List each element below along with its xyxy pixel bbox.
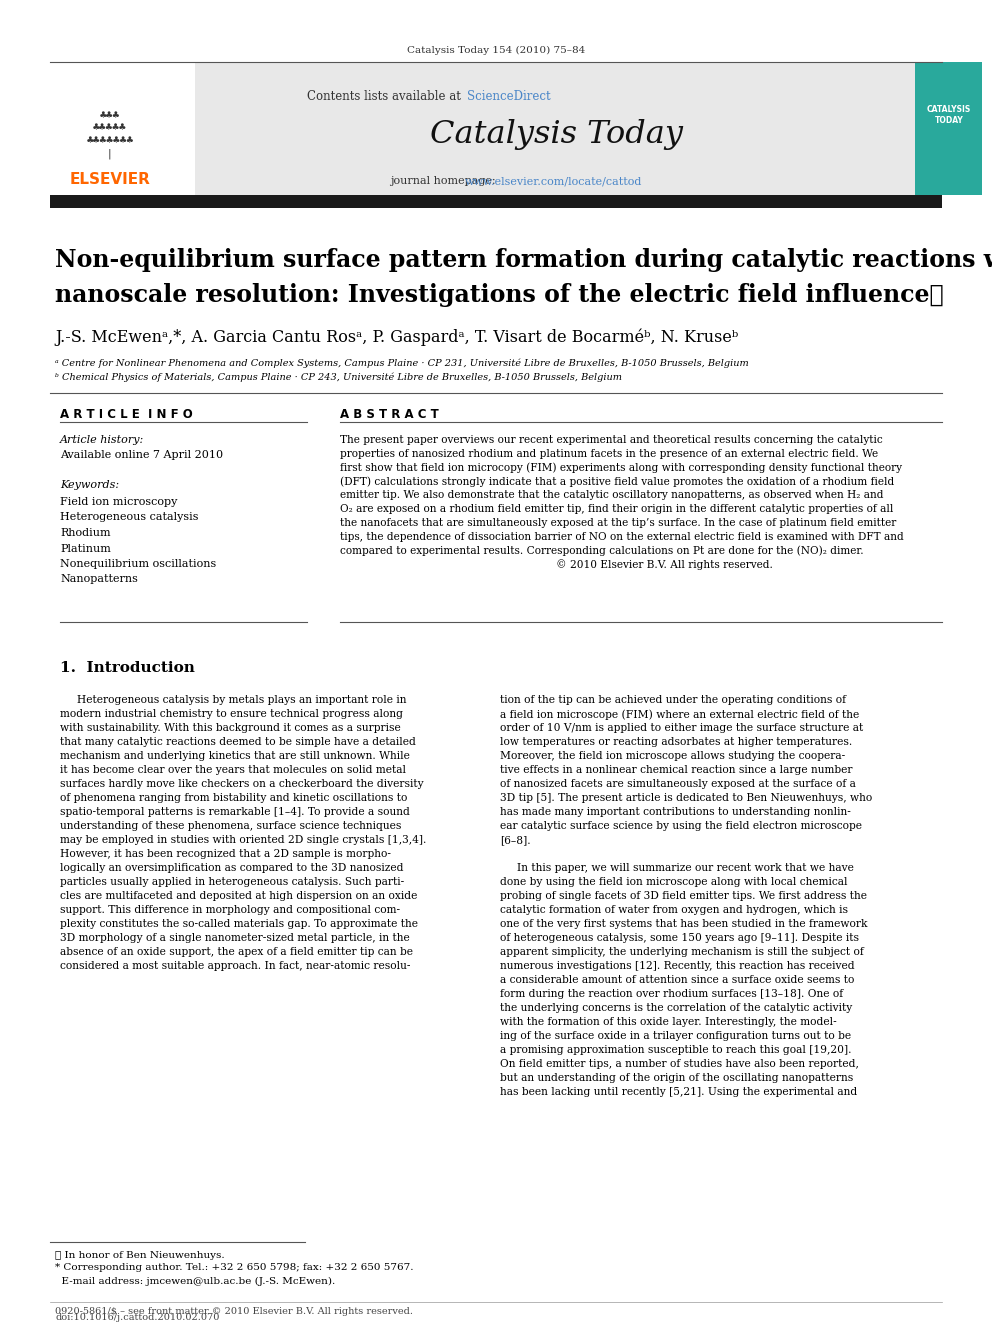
Text: low temperatures or reacting adsorbates at higher temperatures.: low temperatures or reacting adsorbates … (500, 737, 852, 747)
Text: Heterogeneous catalysis by metals plays an important role in: Heterogeneous catalysis by metals plays … (60, 695, 407, 705)
Text: Nonequilibrium oscillations: Nonequilibrium oscillations (60, 560, 216, 569)
Bar (195, 62, 915, 194)
Text: Catalysis Today: Catalysis Today (431, 119, 683, 151)
Text: numerous investigations [12]. Recently, this reaction has received: numerous investigations [12]. Recently, … (500, 960, 855, 971)
Text: properties of nanosized rhodium and platinum facets in the presence of an extern: properties of nanosized rhodium and plat… (340, 448, 878, 459)
Text: with the formation of this oxide layer. Interestingly, the model-: with the formation of this oxide layer. … (500, 1017, 836, 1027)
Text: ScienceDirect: ScienceDirect (467, 90, 551, 103)
Text: nanoscale resolution: Investigations of the electric field influence★: nanoscale resolution: Investigations of … (55, 283, 943, 307)
Text: 3D morphology of a single nanometer-sized metal particle, in the: 3D morphology of a single nanometer-size… (60, 933, 410, 943)
Text: understanding of these phenomena, surface science techniques: understanding of these phenomena, surfac… (60, 822, 402, 831)
Text: with sustainability. With this background it comes as a surprise: with sustainability. With this backgroun… (60, 722, 401, 733)
Text: [6–8].: [6–8]. (500, 835, 531, 845)
Text: Platinum: Platinum (60, 544, 111, 553)
Text: one of the very first systems that has been studied in the framework: one of the very first systems that has b… (500, 919, 867, 929)
Text: tips, the dependence of dissociation barrier of NO on the external electric fiel: tips, the dependence of dissociation bar… (340, 532, 904, 541)
Text: that many catalytic reactions deemed to be simple have a detailed: that many catalytic reactions deemed to … (60, 737, 416, 747)
Text: © 2010 Elsevier B.V. All rights reserved.: © 2010 Elsevier B.V. All rights reserved… (340, 558, 773, 570)
Text: ᵇ Chemical Physics of Materials, Campus Plaine · CP 243, Université Libre de Bru: ᵇ Chemical Physics of Materials, Campus … (55, 372, 622, 382)
Text: tion of the tip can be achieved under the operating conditions of: tion of the tip can be achieved under th… (500, 695, 846, 705)
Text: first show that field ion microcopy (FIM) experiments along with corresponding d: first show that field ion microcopy (FIM… (340, 462, 902, 472)
Text: tive effects in a nonlinear chemical reaction since a large number: tive effects in a nonlinear chemical rea… (500, 765, 852, 775)
Text: A B S T R A C T: A B S T R A C T (340, 409, 438, 422)
Text: a field ion microscope (FIM) where an external electric field of the: a field ion microscope (FIM) where an ex… (500, 709, 859, 720)
Text: (DFT) calculations strongly indicate that a positive field value promotes the ox: (DFT) calculations strongly indicate tha… (340, 476, 894, 487)
Text: form during the reaction over rhodium surfaces [13–18]. One of: form during the reaction over rhodium su… (500, 990, 843, 999)
Text: apparent simplicity, the underlying mechanism is still the subject of: apparent simplicity, the underlying mech… (500, 947, 864, 957)
Text: Heterogeneous catalysis: Heterogeneous catalysis (60, 512, 198, 523)
Text: www.elsevier.com/locate/cattod: www.elsevier.com/locate/cattod (464, 176, 642, 187)
Text: but an understanding of the origin of the oscillating nanopatterns: but an understanding of the origin of th… (500, 1073, 853, 1084)
Text: the underlying concerns is the correlation of the catalytic activity: the underlying concerns is the correlati… (500, 1003, 852, 1013)
Text: compared to experimental results. Corresponding calculations on Pt are done for : compared to experimental results. Corres… (340, 545, 864, 556)
Bar (915, 62, 982, 194)
Text: of heterogeneous catalysis, some 150 years ago [9–11]. Despite its: of heterogeneous catalysis, some 150 yea… (500, 933, 859, 943)
Text: has been lacking until recently [5,21]. Using the experimental and: has been lacking until recently [5,21]. … (500, 1088, 857, 1097)
Text: A R T I C L E  I N F O: A R T I C L E I N F O (60, 409, 192, 422)
Text: Nanopatterns: Nanopatterns (60, 574, 138, 585)
Text: considered a most suitable approach. In fact, near-atomic resolu-: considered a most suitable approach. In … (60, 960, 411, 971)
Bar (50, 194, 942, 208)
Text: a considerable amount of attention since a surface oxide seems to: a considerable amount of attention since… (500, 975, 854, 986)
Text: Catalysis Today 154 (2010) 75–84: Catalysis Today 154 (2010) 75–84 (407, 45, 585, 54)
Text: particles usually applied in heterogeneous catalysis. Such parti-: particles usually applied in heterogeneo… (60, 877, 405, 886)
Text: ear catalytic surface science by using the field electron microscope: ear catalytic surface science by using t… (500, 822, 862, 831)
Text: On field emitter tips, a number of studies have also been reported,: On field emitter tips, a number of studi… (500, 1058, 859, 1069)
Text: O₂ are exposed on a rhodium field emitter tip, find their origin in the differen: O₂ are exposed on a rhodium field emitte… (340, 504, 894, 515)
Text: modern industrial chemistry to ensure technical progress along: modern industrial chemistry to ensure te… (60, 709, 403, 718)
Text: However, it has been recognized that a 2D sample is morpho-: However, it has been recognized that a 2… (60, 849, 391, 859)
Text: * Corresponding author. Tel.: +32 2 650 5798; fax: +32 2 650 5767.: * Corresponding author. Tel.: +32 2 650 … (55, 1263, 414, 1273)
Text: spatio-temporal patterns is remarkable [1–4]. To provide a sound: spatio-temporal patterns is remarkable [… (60, 807, 410, 818)
Text: 0920-5861/$ – see front matter © 2010 Elsevier B.V. All rights reserved.: 0920-5861/$ – see front matter © 2010 El… (55, 1307, 413, 1315)
Text: Article history:: Article history: (60, 435, 144, 445)
Text: has made many important contributions to understanding nonlin-: has made many important contributions to… (500, 807, 851, 818)
Text: 1.  Introduction: 1. Introduction (60, 662, 194, 675)
Text: doi:10.1016/j.cattod.2010.02.070: doi:10.1016/j.cattod.2010.02.070 (55, 1314, 219, 1323)
Text: of phenomena ranging from bistability and kinetic oscillations to: of phenomena ranging from bistability an… (60, 792, 408, 803)
Text: catalytic formation of water from oxygen and hydrogen, which is: catalytic formation of water from oxygen… (500, 905, 848, 916)
Text: Non-equilibrium surface pattern formation during catalytic reactions with: Non-equilibrium surface pattern formatio… (55, 247, 992, 273)
Text: support. This difference in morphology and compositional com-: support. This difference in morphology a… (60, 905, 400, 916)
Text: logically an oversimplification as compared to the 3D nanosized: logically an oversimplification as compa… (60, 863, 404, 873)
Text: ★ In honor of Ben Nieuwenhuys.: ★ In honor of Ben Nieuwenhuys. (55, 1250, 224, 1259)
Text: of nanosized facets are simultaneously exposed at the surface of a: of nanosized facets are simultaneously e… (500, 779, 856, 789)
Text: J.-S. McEwenᵃ,*, A. Garcia Cantu Rosᵃ, P. Gaspardᵃ, T. Visart de Bocarméᵇ, N. Kr: J.-S. McEwenᵃ,*, A. Garcia Cantu Rosᵃ, P… (55, 328, 738, 345)
Text: order of 10 V/nm is applied to either image the surface structure at: order of 10 V/nm is applied to either im… (500, 722, 863, 733)
Text: Field ion microscopy: Field ion microscopy (60, 497, 178, 507)
Text: probing of single facets of 3D field emitter tips. We first address the: probing of single facets of 3D field emi… (500, 890, 867, 901)
Text: Keywords:: Keywords: (60, 480, 119, 490)
Text: surfaces hardly move like checkers on a checkerboard the diversity: surfaces hardly move like checkers on a … (60, 779, 424, 789)
Text: done by using the field ion microscope along with local chemical: done by using the field ion microscope a… (500, 877, 847, 886)
Text: it has become clear over the years that molecules on solid metal: it has become clear over the years that … (60, 765, 406, 775)
Text: ing of the surface oxide in a trilayer configuration turns out to be: ing of the surface oxide in a trilayer c… (500, 1031, 851, 1041)
Text: may be employed in studies with oriented 2D single crystals [1,3,4].: may be employed in studies with oriented… (60, 835, 427, 845)
Text: ᵃ Centre for Nonlinear Phenomena and Complex Systems, Campus Plaine · CP 231, Un: ᵃ Centre for Nonlinear Phenomena and Com… (55, 359, 749, 368)
Text: Moreover, the field ion microscope allows studying the coopera-: Moreover, the field ion microscope allow… (500, 751, 845, 761)
Text: 3D tip [5]. The present article is dedicated to Ben Nieuwenhuys, who: 3D tip [5]. The present article is dedic… (500, 792, 872, 803)
Text: Contents lists available at: Contents lists available at (308, 90, 465, 103)
Text: Available online 7 April 2010: Available online 7 April 2010 (60, 450, 223, 460)
Text: ELSEVIER: ELSEVIER (69, 172, 151, 188)
Text: cles are multifaceted and deposited at high dispersion on an oxide: cles are multifaceted and deposited at h… (60, 890, 418, 901)
Text: the nanofacets that are simultaneously exposed at the tip’s surface. In the case: the nanofacets that are simultaneously e… (340, 517, 896, 528)
Text: In this paper, we will summarize our recent work that we have: In this paper, we will summarize our rec… (500, 863, 854, 873)
Text: mechanism and underlying kinetics that are still unknown. While: mechanism and underlying kinetics that a… (60, 751, 410, 761)
Text: E-mail address: jmcewen@ulb.ac.be (J.-S. McEwen).: E-mail address: jmcewen@ulb.ac.be (J.-S.… (55, 1277, 335, 1286)
Text: Rhodium: Rhodium (60, 528, 111, 538)
Text: journal homepage:: journal homepage: (390, 176, 499, 187)
Text: CATALYSIS
TODAY: CATALYSIS TODAY (927, 105, 971, 126)
Text: The present paper overviews our recent experimental and theoretical results conc: The present paper overviews our recent e… (340, 435, 883, 445)
Text: plexity constitutes the so-called materials gap. To approximate the: plexity constitutes the so-called materi… (60, 919, 418, 929)
Text: emitter tip. We also demonstrate that the catalytic oscillatory nanopatterns, as: emitter tip. We also demonstrate that th… (340, 491, 884, 500)
Text: absence of an oxide support, the apex of a field emitter tip can be: absence of an oxide support, the apex of… (60, 947, 413, 957)
Text: a promising approximation susceptible to reach this goal [19,20].: a promising approximation susceptible to… (500, 1045, 851, 1054)
Text: ♣♣♣
♣♣♣♣♣
♣♣♣♣♣♣♣
  |: ♣♣♣ ♣♣♣♣♣ ♣♣♣♣♣♣♣ | (86, 111, 134, 159)
